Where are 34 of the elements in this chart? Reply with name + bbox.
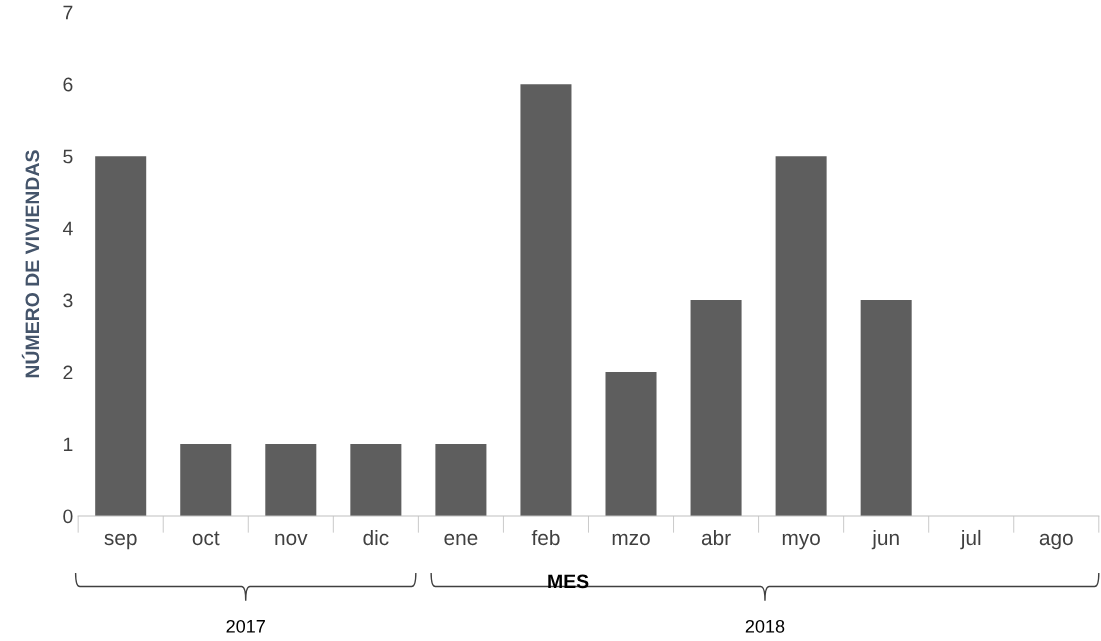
y-tick-label: 4 <box>62 221 73 236</box>
x-tick-label: ene <box>444 533 478 546</box>
bar <box>95 156 147 517</box>
x-axis-title: MES <box>548 574 589 589</box>
x-tick-label: jul <box>960 529 981 550</box>
x-tick-label: jun <box>871 529 899 550</box>
text: 2018 <box>745 619 785 633</box>
y-axis-title: NÚMERO DE VIVIENDAS <box>21 150 40 378</box>
bar <box>605 372 657 517</box>
x-tick-label: mzo <box>612 533 650 546</box>
bar <box>690 300 742 517</box>
x-tick-label: oct <box>192 531 220 546</box>
x-tick-label: abr <box>701 529 731 546</box>
x-tick-label: myo <box>782 533 820 550</box>
bar <box>180 444 232 517</box>
y-tick-label: 3 <box>63 293 73 308</box>
y-tick-label: 6 <box>63 77 73 92</box>
y-tick-label: 1 <box>63 437 73 452</box>
bar <box>775 156 827 517</box>
bar <box>860 300 912 517</box>
x-tick-label: feb <box>531 529 560 546</box>
bar <box>520 84 572 517</box>
x-tick-label: ago <box>1039 533 1073 550</box>
x-tick-label: sep <box>104 533 137 550</box>
x-tick-label: nov <box>275 533 308 546</box>
bar <box>265 444 317 517</box>
text: 2017 <box>226 619 265 633</box>
bar <box>350 444 402 517</box>
x-tick-label: dic <box>363 529 389 546</box>
y-tick-label: 0 <box>63 509 73 524</box>
y-tick-label: 5 <box>63 149 73 164</box>
bar <box>435 444 487 517</box>
y-tick-label: 7 <box>63 5 73 20</box>
y-tick-label: 2 <box>63 365 73 380</box>
